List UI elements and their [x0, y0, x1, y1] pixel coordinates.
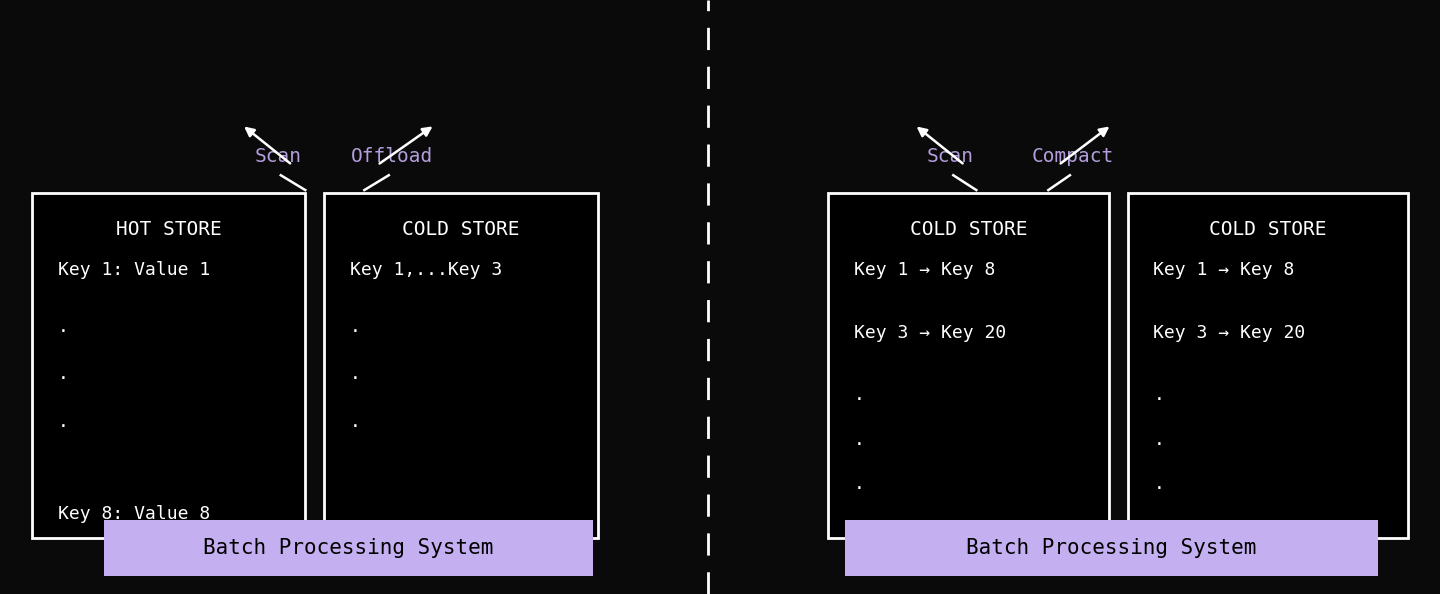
Text: .: . — [350, 413, 361, 431]
Text: Key 1 → Key 8: Key 1 → Key 8 — [1153, 261, 1295, 279]
Bar — [32, 193, 305, 538]
Text: Key 3 → Key 20: Key 3 → Key 20 — [1153, 324, 1306, 342]
Text: HOT STORE: HOT STORE — [115, 220, 222, 239]
Bar — [324, 193, 598, 538]
Text: .: . — [1153, 475, 1165, 493]
Text: COLD STORE: COLD STORE — [910, 220, 1027, 239]
Text: Batch Processing System: Batch Processing System — [966, 538, 1257, 558]
Text: .: . — [1153, 431, 1165, 448]
Text: .: . — [350, 318, 361, 336]
Text: Key 1,...Key 3: Key 1,...Key 3 — [350, 261, 503, 279]
Text: .: . — [854, 386, 865, 404]
Text: .: . — [854, 431, 865, 448]
Text: Scan: Scan — [255, 147, 301, 166]
Bar — [828, 193, 1109, 538]
Text: Key 3 → Key 20: Key 3 → Key 20 — [854, 324, 1007, 342]
Bar — [1128, 193, 1408, 538]
Text: Scan: Scan — [927, 147, 973, 166]
Text: Key 8: Value 8: Key 8: Value 8 — [58, 505, 210, 523]
Text: Batch Processing System: Batch Processing System — [203, 538, 494, 558]
Text: .: . — [58, 413, 69, 431]
Text: Key 1 → Key 8: Key 1 → Key 8 — [854, 261, 995, 279]
Text: .: . — [350, 365, 361, 383]
Text: COLD STORE: COLD STORE — [1210, 220, 1326, 239]
Text: Offload: Offload — [350, 147, 433, 166]
Text: Key 1: Value 1: Key 1: Value 1 — [58, 261, 210, 279]
Text: .: . — [1153, 386, 1165, 404]
Text: .: . — [58, 318, 69, 336]
Text: Compact: Compact — [1031, 147, 1115, 166]
Bar — [845, 520, 1378, 576]
Text: COLD STORE: COLD STORE — [402, 220, 520, 239]
Bar — [104, 520, 593, 576]
Text: .: . — [854, 475, 865, 493]
Text: .: . — [58, 365, 69, 383]
